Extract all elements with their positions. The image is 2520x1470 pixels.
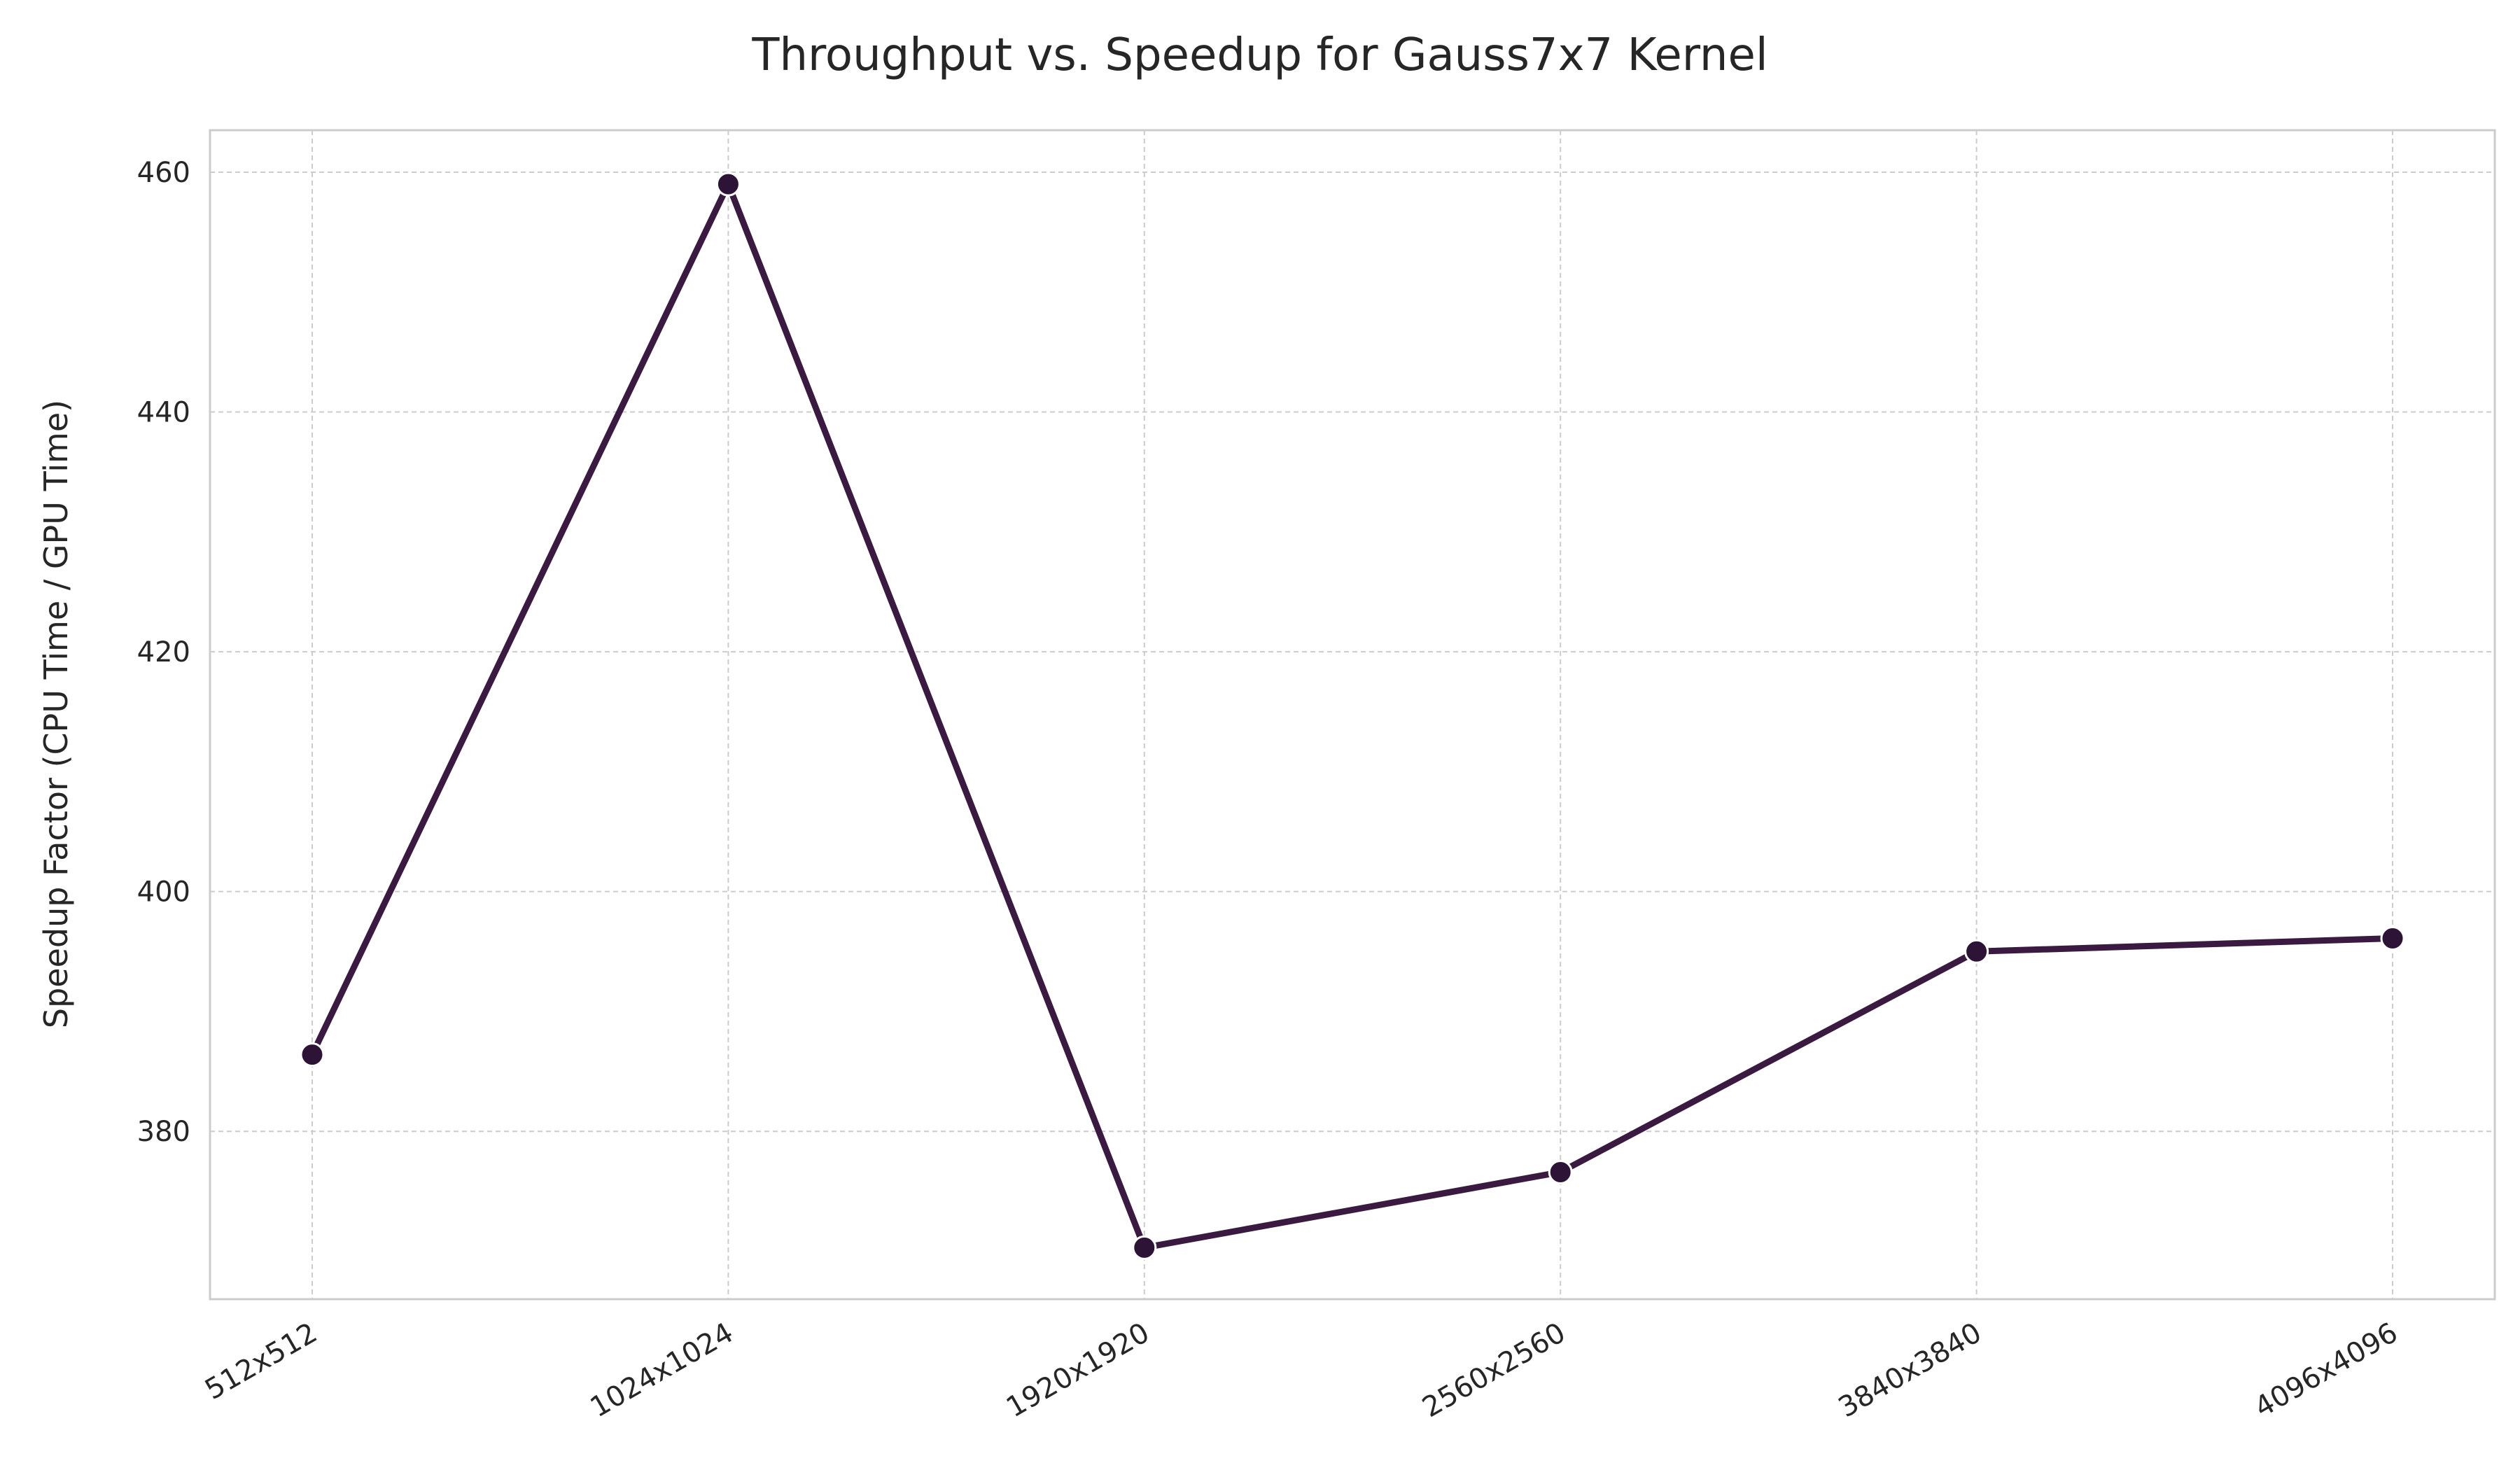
x-tick-label: 512x512: [200, 1317, 323, 1406]
x-tick-label: 4096x4096: [2249, 1317, 2403, 1424]
data-point: [1964, 939, 1989, 964]
grid: [210, 130, 2495, 1299]
data-point: [715, 172, 741, 197]
x-tick-label: 1920x1920: [1001, 1317, 1155, 1424]
x-tick-label: 3840x3840: [1833, 1317, 1987, 1424]
y-tick-label: 460: [137, 157, 190, 189]
x-tick-label: 1024x1024: [585, 1317, 739, 1424]
y-tick-label: 440: [137, 397, 190, 429]
series-layer: [300, 172, 2405, 1260]
data-point: [1548, 1159, 1573, 1184]
data-point: [2380, 925, 2405, 951]
data-point: [300, 1042, 325, 1068]
y-tick-label: 420: [137, 636, 190, 668]
x-axis-ticks: 512x512 1024x1024 1920x1920 2560x2560 3840x3…: [200, 1317, 2403, 1424]
y-tick-label: 380: [137, 1116, 190, 1148]
x-tick-label: 2560x2560: [1417, 1317, 1571, 1424]
y-tick-label: 400: [137, 876, 190, 909]
series-line: [309, 181, 2396, 1251]
y-axis-ticks: 380 400 420 440 460: [137, 157, 190, 1148]
plot-frame: [209, 129, 2496, 1301]
y-axis-label: Speedup Factor (CPU Time / GPU Time): [37, 400, 75, 1028]
chart-title: Throughput vs. Speedup for Gauss7x7 Kern…: [751, 29, 1768, 81]
data-point: [1132, 1235, 1157, 1260]
